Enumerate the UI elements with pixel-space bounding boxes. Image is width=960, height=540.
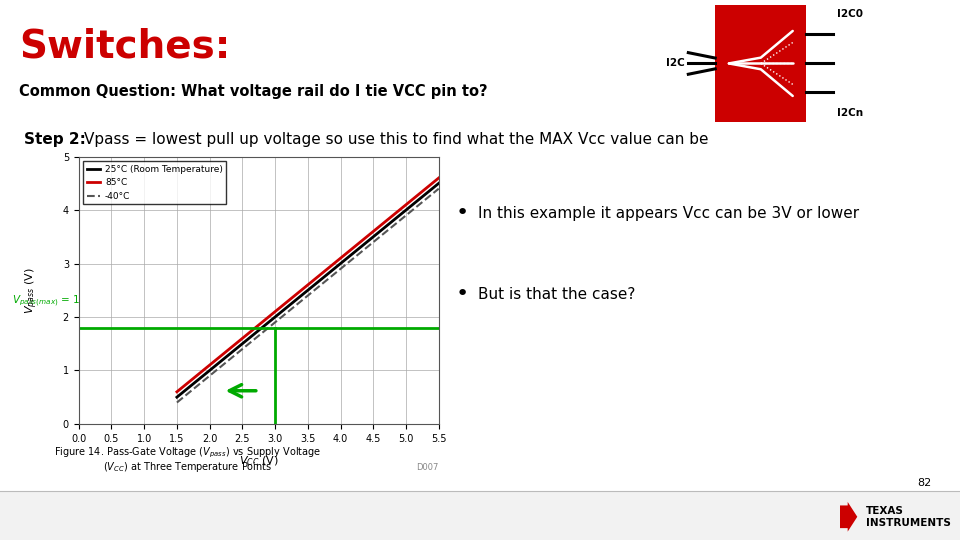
Line: 25°C (Room Temperature): 25°C (Room Temperature): [177, 184, 439, 397]
Text: In this example it appears Vcc can be 3V or lower: In this example it appears Vcc can be 3V…: [478, 206, 859, 221]
25°C (Room Temperature): [171, 394, 182, 401]
Text: Switches:: Switches:: [19, 27, 230, 65]
Line: 85°C: 85°C: [177, 178, 439, 392]
Text: •: •: [456, 203, 469, 224]
25°C (Room Temperature): [433, 180, 444, 187]
Text: •: •: [456, 284, 469, 305]
85°C: [433, 175, 444, 181]
Text: $V_{pass}$ (V): $V_{pass}$ (V): [24, 267, 40, 314]
Text: ($V_{CC}$) at Three Temperature Points: ($V_{CC}$) at Three Temperature Points: [103, 460, 272, 474]
85°C: [171, 389, 182, 395]
Text: Common Question: What voltage rail do I tie VCC pin to?: Common Question: What voltage rail do I …: [19, 84, 488, 99]
Text: D007: D007: [417, 463, 439, 471]
Bar: [715, 5, 806, 122]
Legend: 25°C (Room Temperature), 85°C, -40°C: 25°C (Room Temperature), 85°C, -40°C: [84, 161, 227, 204]
-40°C: [433, 185, 444, 192]
Text: I2C: I2C: [665, 58, 684, 69]
Text: I2Cn: I2Cn: [837, 109, 863, 118]
Line: -40°C: -40°C: [177, 188, 439, 402]
Text: Vpass = lowest pull up voltage so use this to find what the MAX Vcc value can be: Vpass = lowest pull up voltage so use th…: [84, 132, 709, 147]
FancyArrow shape: [840, 502, 857, 531]
Text: $V_{pass(max)}$ = 1.8V: $V_{pass(max)}$ = 1.8V: [12, 294, 98, 309]
Text: But is that the case?: But is that the case?: [478, 287, 636, 302]
-40°C: [171, 399, 182, 406]
Text: Figure 14. Pass-Gate Voltage ($V_{pass}$) vs Supply Voltage: Figure 14. Pass-Gate Voltage ($V_{pass}$…: [54, 446, 321, 460]
Text: TEXAS
INSTRUMENTS: TEXAS INSTRUMENTS: [866, 505, 950, 528]
Text: I2C0: I2C0: [837, 9, 863, 18]
Text: $V_{CC}$ (V): $V_{CC}$ (V): [239, 455, 278, 468]
Text: Step 2:: Step 2:: [24, 132, 91, 147]
Text: 82: 82: [918, 478, 931, 488]
Bar: [0, 491, 960, 540]
